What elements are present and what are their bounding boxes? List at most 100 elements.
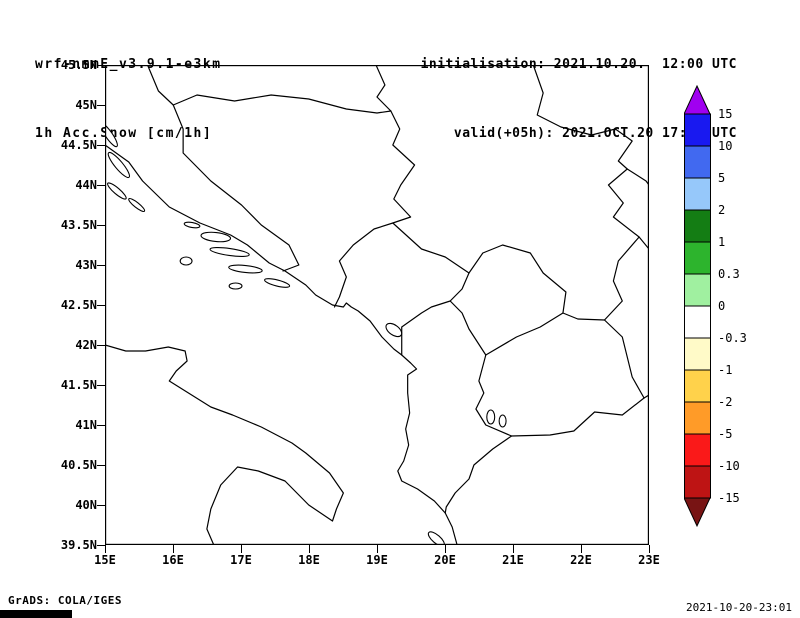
island-korcula: [228, 264, 263, 274]
colorbar-segment: [684, 273, 711, 307]
lat-tick-mark: [97, 385, 105, 386]
lat-axis-label: 44.5N: [60, 138, 97, 152]
lat-axis-label: 40N: [75, 498, 97, 512]
lat-axis-label: 43N: [75, 258, 97, 272]
colorbar-level-label: 0.3: [718, 267, 740, 281]
colorbar-level-label: 15: [718, 107, 732, 121]
colorbar-arrow-bottom: [684, 497, 711, 528]
border-montenegro-albania: [401, 300, 451, 356]
border-montenegro-serbia: [392, 222, 470, 274]
colorbar-segment: [684, 369, 711, 403]
colorbar-segment: [684, 177, 711, 211]
lat-tick-mark: [97, 545, 105, 546]
lon-tick-mark: [649, 545, 650, 553]
border-montenegro-kosovo: [449, 272, 470, 302]
island-lastovo: [228, 282, 243, 290]
lon-axis-label: 17E: [230, 553, 252, 567]
colorbar-level-label: -10: [718, 459, 740, 473]
bottom-bar: [0, 610, 72, 618]
lat-tick-mark: [97, 65, 105, 66]
colorbar-level-label: 0: [718, 299, 725, 313]
map-plot: [105, 65, 649, 545]
border-kosovo-macedonia: [485, 312, 564, 356]
lon-tick-mark: [513, 545, 514, 553]
product-title: 1h Acc.Snow [cm/1h]: [35, 126, 213, 141]
island-kornati: [128, 197, 146, 213]
colorbar-level-label: -1: [718, 363, 732, 377]
lon-tick-mark: [445, 545, 446, 553]
border-serbia-romania-danube: [532, 65, 649, 250]
lon-axis-label: 19E: [366, 553, 388, 567]
colorbar-segment: [684, 337, 711, 371]
lat-axis-label: 41N: [75, 418, 97, 432]
coastline-italy: [105, 344, 344, 545]
island-vis: [179, 256, 193, 266]
lat-tick-mark: [97, 425, 105, 426]
island-solta: [183, 221, 201, 229]
island-cres: [105, 122, 118, 148]
border-drina-bosnia-serbia-montenegro: [333, 110, 416, 308]
lon-tick-mark: [377, 545, 378, 553]
lat-axis-label: 43.5N: [60, 218, 97, 232]
lat-tick-mark: [97, 105, 105, 106]
lon-tick-mark: [173, 545, 174, 553]
island-corfu: [427, 531, 445, 545]
lat-axis-label: 39.5N: [60, 538, 97, 552]
island-brac: [200, 231, 232, 243]
lat-axis-label: 45N: [75, 98, 97, 112]
colorbar-level-label: -15: [718, 491, 740, 505]
lat-tick-mark: [97, 145, 105, 146]
grads-credit: GrADS: COLA/IGES: [8, 594, 122, 607]
island-mljet: [264, 278, 291, 288]
lat-tick-mark: [97, 225, 105, 226]
island-hvar: [209, 247, 250, 257]
colorbar-segment: [684, 145, 711, 179]
header-left: wrf-nmmE_v3.9.1-e3km 1h Acc.Snow [cm/1h]: [35, 7, 222, 168]
colorbar-segment: [684, 465, 711, 499]
border-albania-macedonia: [475, 354, 513, 437]
lon-axis-label: 21E: [502, 553, 524, 567]
colorbar-segment: [684, 401, 711, 435]
border-kosovo-albania: [449, 300, 487, 356]
colorbar-segment: [684, 433, 711, 467]
lon-axis-label: 20E: [434, 553, 456, 567]
lon-axis-label: 23E: [638, 553, 660, 567]
border-macedonia-greece: [510, 397, 645, 437]
lat-tick-mark: [97, 505, 105, 506]
island-dugi-otok: [107, 182, 127, 200]
model-title: wrf-nmmE_v3.9.1-e3km: [35, 57, 222, 72]
lon-tick-mark: [241, 545, 242, 553]
colorbar-level-label: -2: [718, 395, 732, 409]
border-croatia-serbia: [375, 65, 392, 112]
lat-tick-mark: [97, 265, 105, 266]
border-macedonia-bulgaria: [603, 319, 645, 399]
border-kosovo-serbia: [468, 244, 567, 314]
border-serbia-bulgaria: [603, 236, 640, 321]
colorbar-svg: 15 10 5 2 1 0.3 0 -0.3 -1 -2 -5 -10 -15: [684, 85, 747, 528]
border-albania-greece: [444, 435, 513, 514]
lon-tick-mark: [309, 545, 310, 553]
border-sava-croatia-bosnia: [172, 94, 392, 114]
colorbar-level-label: 2: [718, 203, 725, 217]
lat-axis-label: 41.5N: [60, 378, 97, 392]
border-serbia-macedonia: [562, 312, 606, 321]
colorbar-level-label: 5: [718, 171, 725, 185]
lon-tick-mark: [581, 545, 582, 553]
lat-axis-label: 42.5N: [60, 298, 97, 312]
lon-axis-label: 15E: [94, 553, 116, 567]
lake-ohrid: [486, 409, 496, 425]
lat-tick-mark: [97, 305, 105, 306]
colorbar-arrow-top: [684, 85, 711, 115]
lon-axis-label: 22E: [570, 553, 592, 567]
colorbar-level-label: 10: [718, 139, 732, 153]
map-frame: [105, 65, 649, 545]
colorbar-level-label: -0.3: [718, 331, 747, 345]
colorbar-segment: [684, 241, 711, 275]
border-danube-bulgaria-romania: [626, 168, 649, 186]
lat-tick-mark: [97, 465, 105, 466]
lon-tick-mark: [105, 545, 106, 553]
lat-axis-label: 40.5N: [60, 458, 97, 472]
colorbar-segment: [684, 209, 711, 243]
colorbar-level-label: 1: [718, 235, 725, 249]
lat-axis-label: 45.5N: [60, 58, 97, 72]
